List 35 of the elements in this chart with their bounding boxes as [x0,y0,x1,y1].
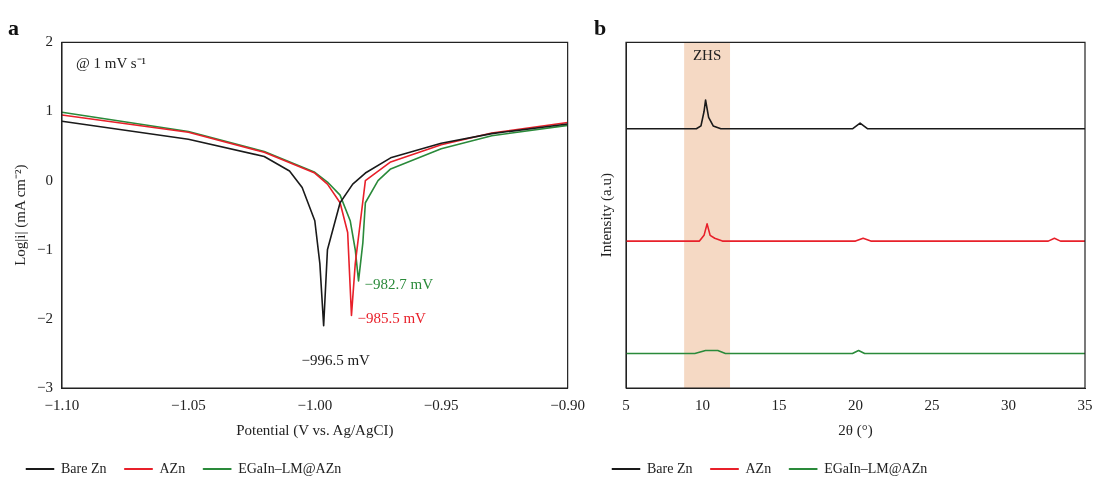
annotation: −985.5 mV [357,310,427,327]
annotation: @ 1 mV s⁻¹ [75,54,147,71]
chart-title: b [594,14,607,40]
annotation: −982.7 mV [364,275,434,292]
x-tick-label: 5 [622,396,630,413]
legend-label: EGaIn–LM@AZn [824,460,928,476]
x-tick-label: 10 [695,396,710,413]
x-tick-label: 15 [771,396,787,413]
x-tick-label: 35 [1077,396,1093,413]
legend-label: EGaIn–LM@AZn [238,460,342,476]
x-axis-title: Potential (V vs. Ag/AgCI) [236,421,394,439]
y-tick-label: 1 [45,102,53,119]
y-axis-title: Intensity (a.u) [597,173,615,258]
x-axis-title: 2θ (°) [838,421,873,439]
x-tick-label: 20 [848,396,863,413]
legend-label: Bare Zn [61,460,107,476]
x-tick-label: −0.90 [550,396,585,413]
y-axis-title: Log|i| (mA cm⁻²) [11,164,29,266]
x-tick-label: −1.05 [171,396,206,413]
x-tick-label: −1.10 [44,396,80,413]
legend-label: Bare Zn [647,460,693,476]
x-tick-label: −0.95 [423,396,459,413]
x-tick-label: 25 [924,396,940,413]
y-tick-label: 2 [45,33,53,50]
y-tick-label: −1 [36,240,53,257]
legend-label: AZn [159,460,186,476]
x-tick-label: −1.00 [297,396,333,413]
y-tick-label: 0 [45,171,53,188]
legend-label: AZn [745,460,772,476]
x-tick-label: 30 [1001,396,1016,413]
band-label: ZHS [692,46,722,63]
chart-title: a [8,14,19,40]
y-tick-label: −2 [36,309,53,326]
annotation: −996.5 mV [301,352,371,369]
y-tick-label: −3 [36,378,53,395]
